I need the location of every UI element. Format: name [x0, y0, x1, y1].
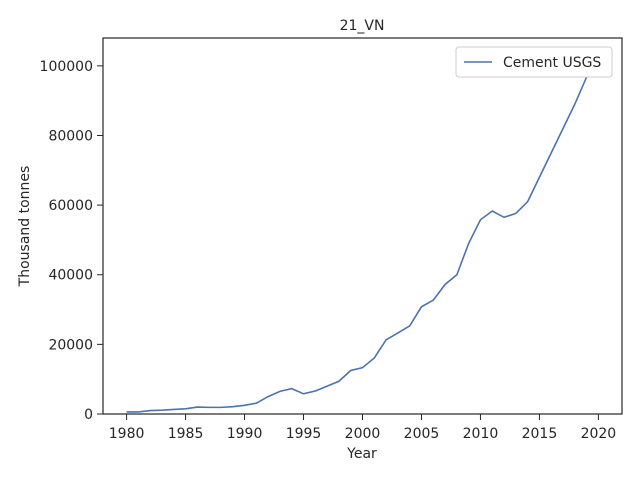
y-tick-label: 40000	[48, 268, 93, 284]
y-tick-label: 0	[84, 407, 93, 423]
plot-frame	[102, 37, 623, 415]
legend-label: Cement USGS	[503, 55, 601, 71]
y-tick-label: 20000	[48, 337, 93, 353]
x-tick-label: 2010	[463, 426, 499, 442]
x-tick-label: 2000	[345, 426, 381, 442]
legend-box	[455, 46, 613, 78]
y-axis-label: Thousand tonnes	[17, 166, 33, 288]
x-tick-label: 1990	[227, 426, 263, 442]
x-axis-label: Year	[346, 446, 377, 462]
x-tick-label: 2005	[404, 426, 440, 442]
x-tick-label: 1995	[286, 426, 322, 442]
x-tick-label: 1985	[168, 426, 204, 442]
x-tick-label: 1980	[109, 426, 145, 442]
y-tick-label: 80000	[48, 128, 93, 144]
x-tick-label: 2020	[581, 426, 617, 442]
data-line	[126, 72, 599, 413]
y-tick-label: 100000	[40, 59, 93, 75]
x-tick-label: 2015	[522, 426, 558, 442]
chart-title: 21_VN	[340, 18, 385, 34]
y-tick-label: 60000	[48, 198, 93, 214]
